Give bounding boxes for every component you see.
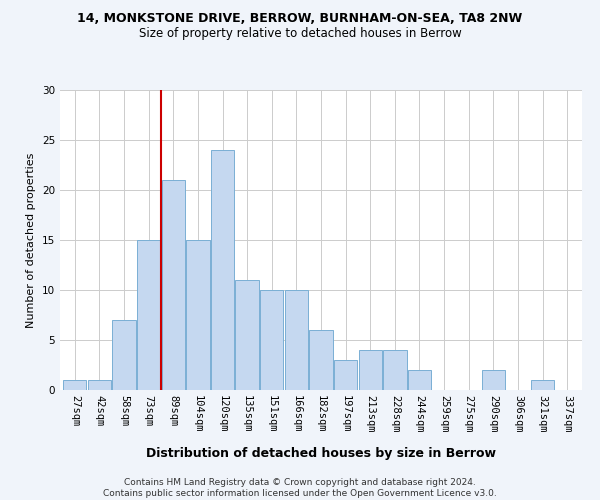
Bar	[383, 350, 407, 390]
Text: Size of property relative to detached houses in Berrow: Size of property relative to detached ho…	[139, 28, 461, 40]
Bar	[161, 180, 185, 390]
Bar	[211, 150, 234, 390]
Bar	[310, 330, 332, 390]
Bar	[186, 240, 209, 390]
Text: Contains HM Land Registry data © Crown copyright and database right 2024.
Contai: Contains HM Land Registry data © Crown c…	[103, 478, 497, 498]
Bar	[408, 370, 431, 390]
Bar	[88, 380, 111, 390]
Bar	[260, 290, 283, 390]
Bar	[235, 280, 259, 390]
Bar	[482, 370, 505, 390]
Bar	[359, 350, 382, 390]
Text: Distribution of detached houses by size in Berrow: Distribution of detached houses by size …	[146, 448, 496, 460]
Text: 14, MONKSTONE DRIVE, BERROW, BURNHAM-ON-SEA, TA8 2NW: 14, MONKSTONE DRIVE, BERROW, BURNHAM-ON-…	[77, 12, 523, 26]
Bar	[531, 380, 554, 390]
Bar	[112, 320, 136, 390]
Bar	[137, 240, 160, 390]
Bar	[334, 360, 358, 390]
Bar	[63, 380, 86, 390]
Y-axis label: Number of detached properties: Number of detached properties	[26, 152, 37, 328]
Bar	[284, 290, 308, 390]
